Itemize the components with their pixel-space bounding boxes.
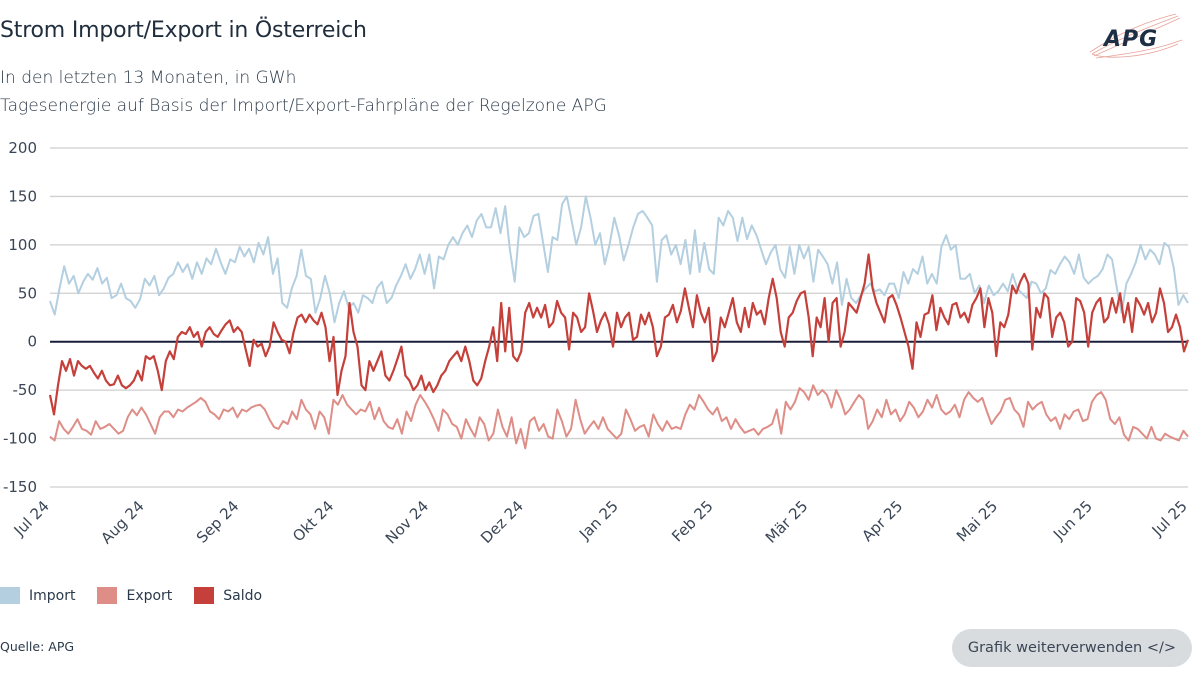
x-tick-label: Apr 25: [858, 497, 906, 545]
x-tick-label: Nov 24: [382, 497, 432, 547]
chart-subtitle: In den letzten 13 Monaten, in GWh: [0, 68, 297, 88]
series-line-saldo: [48, 253, 1190, 416]
y-tick-label: -150: [3, 478, 37, 496]
legend: Import Export Saldo: [0, 587, 284, 604]
legend-item-export[interactable]: Export: [97, 587, 172, 604]
y-tick-label: 200: [8, 139, 37, 157]
series-lines: [48, 195, 1190, 450]
logo-text: APG: [1102, 27, 1158, 52]
legend-swatch-saldo: [194, 587, 215, 604]
reuse-graphic-button[interactable]: Grafik weiterverwenden </>: [951, 629, 1192, 667]
y-tick-label: 100: [8, 236, 37, 254]
y-tick-label: 50: [18, 284, 37, 302]
apg-logo: APG: [1089, 13, 1183, 59]
series-line-export: [49, 384, 1189, 450]
y-tick-label: -50: [13, 381, 38, 399]
x-tick-label: Mär 25: [762, 497, 812, 547]
y-tick-label: -100: [3, 430, 37, 448]
legend-item-saldo[interactable]: Saldo: [194, 587, 262, 604]
x-tick-label: Jan 25: [575, 497, 622, 544]
legend-label-import: Import: [29, 587, 76, 604]
legend-label-saldo: Saldo: [223, 587, 263, 604]
series-line-import: [49, 195, 1189, 324]
y-axis-ticks: 200 150 100 50 0 -50 -100 -150: [3, 139, 37, 496]
logo-swoosh-icon: [1089, 13, 1183, 59]
legend-swatch-export: [97, 587, 118, 604]
y-tick-label: 0: [27, 333, 37, 351]
x-tick-label: Jul 24: [10, 497, 53, 540]
x-tick-label: Feb 25: [668, 497, 716, 545]
x-tick-label: Jul 25: [1148, 497, 1191, 540]
line-chart: 200 150 100 50 0 -50 -100 -150 Jul 24 Aug 24 Sep …: [3, 139, 1191, 547]
x-axis-ticks: Jul 24 Aug 24 Sep 24 Okt 24 Nov 24 Dez 24 Jan …: [10, 497, 1191, 547]
legend-label-export: Export: [126, 587, 173, 604]
chart-description: Tagesenergie auf Basis der Import/Export…: [0, 96, 607, 116]
x-tick-label: Mai 25: [953, 497, 1001, 545]
x-tick-label: Jun 25: [1049, 497, 1096, 544]
y-tick-label: 150: [8, 187, 37, 205]
legend-item-import[interactable]: Import: [0, 587, 75, 604]
x-tick-label: Aug 24: [97, 497, 147, 547]
x-tick-label: Sep 24: [193, 497, 243, 547]
x-tick-label: Dez 24: [477, 497, 527, 547]
chart-title: Strom Import/Export in Österreich: [0, 18, 367, 43]
legend-swatch-import: [0, 587, 20, 604]
x-tick-label: Okt 24: [289, 497, 337, 545]
source-note: Quelle: APG: [0, 639, 75, 654]
